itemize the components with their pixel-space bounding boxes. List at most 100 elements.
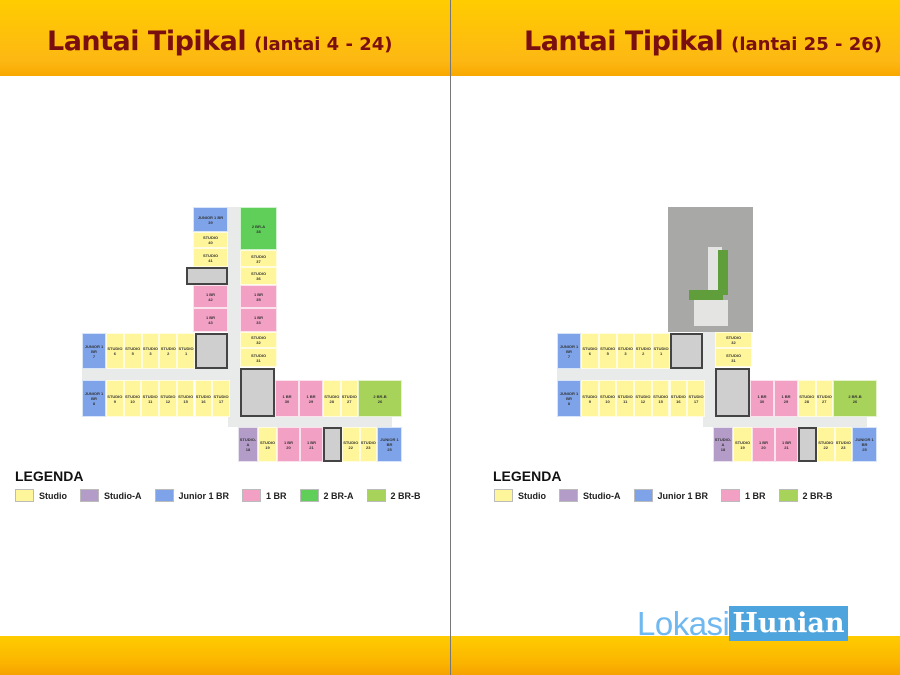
unit-number: 20 xyxy=(761,444,766,450)
unit-type-label: 2 BR-B xyxy=(848,393,862,399)
unit-type-label: STUDIO xyxy=(213,393,229,399)
unit-type-label: 2 BR-B xyxy=(373,393,387,399)
unit-studio: STUDIO 31 xyxy=(715,348,752,367)
legend-item-2br-b: 2 BR-B xyxy=(366,489,421,502)
unit-type-label: STUDIO xyxy=(160,346,176,351)
legend-right: Studio Studio-A Junior 1 BR 1 BR 2 BR-B xyxy=(494,489,837,502)
unit-type-label: STUDIO xyxy=(734,439,751,445)
title-floors: (lantai 25 - 26) xyxy=(731,34,882,55)
legend-item-1br: 1 BR xyxy=(242,489,287,502)
unit-type-label: 1 BR xyxy=(253,291,264,297)
unit-type-label: 1 BR xyxy=(781,439,792,445)
unit-studio: STUDIO 41 xyxy=(193,248,228,267)
unit-studio: STUDIO 17 xyxy=(687,380,705,417)
unit-number: 37 xyxy=(256,258,261,264)
unit-number: 9 xyxy=(113,398,116,404)
unit-type-label: STUDIO xyxy=(635,346,651,351)
unit-type-label: STUDIO xyxy=(617,346,634,351)
unit-number: 6 xyxy=(588,351,592,356)
legend-label: 1 BR xyxy=(266,490,287,501)
garden-lawn xyxy=(718,250,728,295)
legend-label: 2 BR-A xyxy=(323,490,354,501)
legend-swatch xyxy=(559,489,578,502)
unit-number: 27 xyxy=(822,398,827,404)
unit-number: 2 xyxy=(642,351,645,356)
unit-studio: STUDIO 17 xyxy=(212,380,230,417)
unit-junior: JUNIOR 1 BR 39 xyxy=(193,207,228,232)
unit-number: 10 xyxy=(605,398,610,404)
unit-studio: STUDIO 28 xyxy=(798,380,816,417)
stair-core xyxy=(186,267,228,285)
unit-type-label: STUDIO xyxy=(582,393,598,399)
legend-label: 2 BR-B xyxy=(802,490,833,501)
unit-studio-a: STUDIO-A 18 xyxy=(713,427,733,462)
unit-type-label: 1 BR xyxy=(306,439,317,445)
unit-type-label: STUDIO xyxy=(195,393,211,399)
unit-studio: STUDIO 23 xyxy=(359,427,377,462)
unit-number: 41 xyxy=(208,257,213,263)
unit-type-label: STUDIO xyxy=(799,393,815,399)
unit-studio: STUDIO 5 xyxy=(598,333,617,369)
unit-number: 40 xyxy=(208,240,213,245)
unit-studio: STUDIO 1 xyxy=(177,333,195,369)
unit-1br: 1 BR 21 xyxy=(775,427,798,462)
stair-lift-core xyxy=(195,333,228,369)
garden-walkway xyxy=(708,247,722,292)
unit-number: 42 xyxy=(208,296,213,302)
legend-item-studio: Studio xyxy=(15,489,67,502)
unit-type-label: JUNIOR 1 BR xyxy=(380,437,399,447)
unit-type-label: 1 BR xyxy=(205,291,216,297)
unit-type-label: STUDIO xyxy=(670,393,686,399)
unit-number: 15 xyxy=(183,398,188,404)
unit-number: 38 xyxy=(256,228,261,234)
unit-type-label: JUNIOR 1 BR xyxy=(559,343,579,354)
legend-label: Studio-A xyxy=(583,490,621,501)
unit-number: 6 xyxy=(113,351,117,356)
title-main: Lantai Tipikal xyxy=(47,26,247,57)
unit-studio: STUDIO 19 xyxy=(258,427,277,462)
unit-number: 7 xyxy=(567,353,571,359)
unit-studio: STUDIO 27 xyxy=(340,380,358,417)
unit-number: 5 xyxy=(131,351,134,356)
unit-type-label: 1 BR xyxy=(758,439,769,445)
legend-label: Junior 1 BR xyxy=(657,490,709,501)
unit-number: 22 xyxy=(348,444,353,450)
unit-studio: STUDIO 11 xyxy=(141,380,160,417)
unit-studio: STUDIO 31 xyxy=(240,348,277,367)
unit-number: 20 xyxy=(286,444,291,450)
unit-number: 22 xyxy=(823,444,828,450)
legend-item-1br: 1 BR xyxy=(721,489,766,502)
unit-number: 26 xyxy=(852,398,858,404)
unit-type-label: STUDIO xyxy=(617,393,633,399)
unit-number: 32 xyxy=(256,340,261,345)
unit-type-label: STUDIO xyxy=(142,393,158,399)
legend-label: Studio-A xyxy=(104,490,142,501)
unit-type-label: STUDIO xyxy=(653,346,669,351)
unit-number: 1 xyxy=(184,351,188,356)
unit-type-label: STUDIO xyxy=(250,253,267,259)
legend-swatch xyxy=(366,489,386,502)
unit-type-label: STUDIO xyxy=(107,393,123,399)
legend-swatch xyxy=(721,489,741,502)
unit-type-label: STUDIO-A xyxy=(714,437,732,447)
unit-studio: STUDIO 22 xyxy=(342,427,360,462)
unit-studio: STUDIO 10 xyxy=(598,380,617,417)
unit-type-label: STUDIO xyxy=(582,346,598,351)
legend-swatch xyxy=(242,489,262,502)
legend-label: 1 BR xyxy=(745,490,766,501)
unit-studio: STUDIO 12 xyxy=(159,380,177,417)
unit-number: 12 xyxy=(165,398,171,404)
unit-type-label: JUNIOR 1 BR xyxy=(84,343,104,354)
unit-junior: JUNIOR 1 BR 8 xyxy=(557,380,581,417)
unit-type-label: STUDIO xyxy=(341,393,357,399)
unit-type-label: STUDIO xyxy=(250,335,267,340)
unit-number: 21 xyxy=(309,444,314,450)
legend-label: Studio xyxy=(39,490,67,501)
unit-1br: 1 BR 33 xyxy=(240,308,277,332)
legend-title: LEGENDA xyxy=(15,468,84,484)
legend-item-junior: Junior 1 BR xyxy=(154,489,229,502)
unit-number: 31 xyxy=(256,357,261,363)
unit-studio: STUDIO 3 xyxy=(616,333,635,369)
unit-number: 31 xyxy=(731,357,736,363)
unit-number: 3 xyxy=(149,351,152,356)
